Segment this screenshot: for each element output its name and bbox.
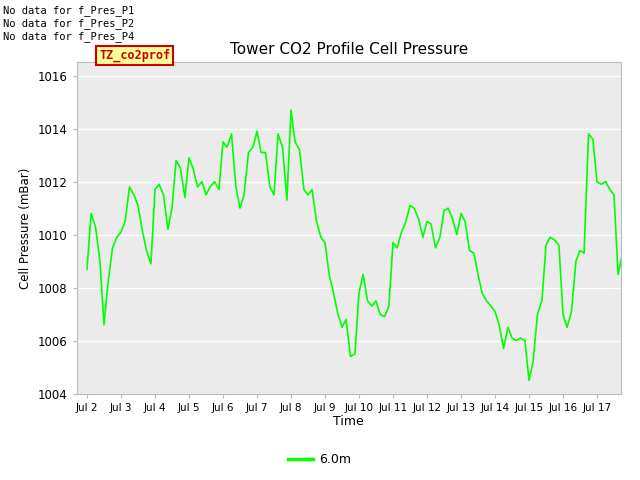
Text: No data for f_Pres_P4: No data for f_Pres_P4 — [3, 31, 134, 42]
Text: No data for f_Pres_P2: No data for f_Pres_P2 — [3, 18, 134, 29]
Text: TZ_co2prof: TZ_co2prof — [99, 48, 170, 62]
Y-axis label: Cell Pressure (mBar): Cell Pressure (mBar) — [19, 168, 33, 288]
Legend: 6.0m: 6.0m — [284, 448, 356, 471]
X-axis label: Time: Time — [333, 415, 364, 429]
Title: Tower CO2 Profile Cell Pressure: Tower CO2 Profile Cell Pressure — [230, 42, 468, 57]
Text: No data for f_Pres_P1: No data for f_Pres_P1 — [3, 5, 134, 16]
